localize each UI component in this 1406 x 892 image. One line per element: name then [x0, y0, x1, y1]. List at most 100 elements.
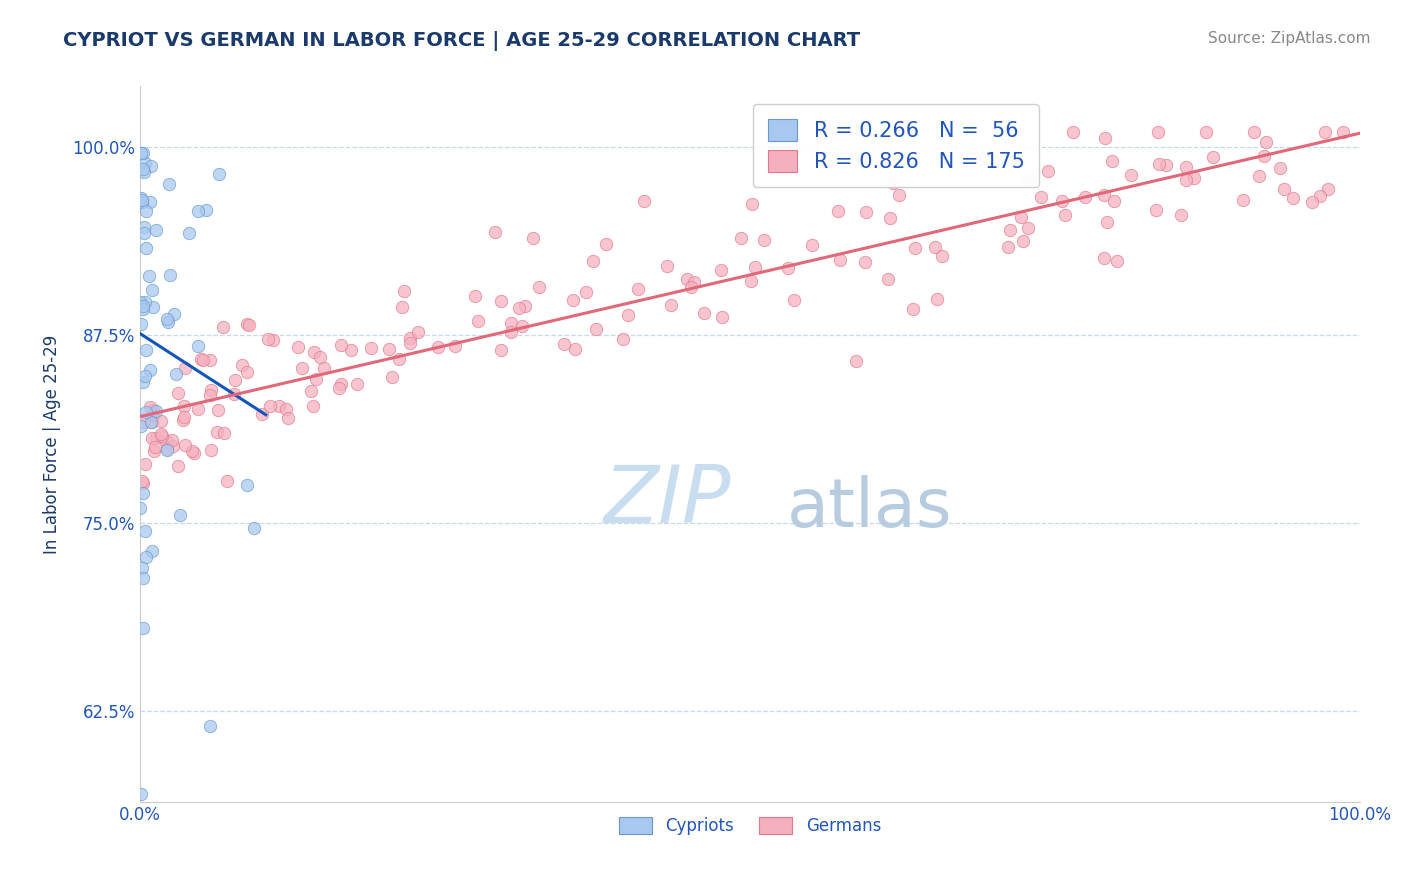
Point: [212, 319, 235, 334]
Point: [236, 365, 259, 379]
Point: [1052, 194, 1074, 209]
Point: [139, 159, 162, 173]
Point: [131, 561, 153, 575]
Point: [142, 443, 165, 458]
Point: [205, 425, 228, 439]
Point: [882, 177, 904, 191]
Point: [156, 311, 179, 326]
Point: [141, 415, 163, 429]
Point: [889, 187, 911, 202]
Point: [378, 342, 401, 356]
Point: [157, 315, 180, 329]
Point: [156, 442, 179, 456]
Point: [134, 416, 156, 430]
Point: [156, 434, 179, 448]
Point: [156, 443, 179, 458]
Point: [501, 326, 523, 340]
Point: [159, 268, 181, 282]
Point: [150, 427, 173, 442]
Point: [259, 400, 281, 414]
Point: [380, 370, 402, 384]
Point: [291, 360, 314, 375]
Point: [1201, 150, 1223, 164]
Point: [562, 293, 585, 307]
Point: [135, 241, 157, 255]
Point: [135, 405, 157, 419]
Point: [328, 381, 350, 395]
Point: [186, 402, 208, 417]
Point: [1254, 135, 1277, 149]
Point: [741, 196, 763, 211]
Point: [180, 444, 202, 458]
Point: [464, 289, 486, 303]
Point: [145, 404, 167, 418]
Point: [1094, 130, 1116, 145]
Point: [132, 302, 155, 317]
Point: [585, 322, 607, 336]
Point: [575, 285, 598, 299]
Point: [693, 306, 716, 320]
Point: [134, 165, 156, 179]
Point: [782, 293, 804, 307]
Point: [1092, 252, 1115, 266]
Point: [132, 486, 155, 500]
Point: [198, 719, 221, 733]
Point: [132, 226, 155, 240]
Point: [134, 220, 156, 235]
Point: [160, 433, 183, 447]
Point: [1174, 160, 1197, 174]
Point: [143, 441, 166, 455]
Point: [302, 399, 325, 413]
Point: [231, 358, 253, 372]
Point: [1282, 191, 1305, 205]
Point: [308, 350, 330, 364]
Point: [901, 302, 924, 317]
Point: [972, 152, 994, 166]
Point: [236, 477, 259, 491]
Point: [135, 204, 157, 219]
Point: [132, 162, 155, 177]
Point: [1062, 124, 1084, 138]
Point: [194, 202, 217, 217]
Point: [1012, 235, 1035, 249]
Point: [1092, 187, 1115, 202]
Point: [827, 204, 849, 219]
Point: [163, 307, 186, 321]
Point: [1102, 194, 1125, 208]
Point: [132, 375, 155, 389]
Point: [132, 476, 155, 491]
Point: [139, 415, 162, 429]
Point: [391, 300, 413, 314]
Point: [166, 458, 188, 473]
Point: [564, 343, 586, 357]
Point: [141, 283, 163, 297]
Point: [129, 191, 152, 205]
Point: [305, 371, 328, 385]
Point: [142, 403, 165, 417]
Point: [132, 622, 155, 636]
Point: [778, 260, 800, 275]
Point: [801, 238, 824, 252]
Point: [1000, 223, 1022, 237]
Point: [129, 145, 152, 160]
Point: [267, 399, 290, 413]
Point: [392, 284, 415, 298]
Point: [138, 269, 160, 284]
Point: [1119, 168, 1142, 182]
Point: [183, 446, 205, 460]
Point: [134, 524, 156, 538]
Point: [134, 156, 156, 170]
Point: [659, 298, 682, 312]
Point: [1247, 169, 1270, 184]
Point: [388, 351, 411, 366]
Point: [262, 333, 284, 347]
Point: [162, 439, 184, 453]
Point: [1317, 182, 1340, 196]
Point: [138, 195, 160, 210]
Point: [1175, 173, 1198, 187]
Point: [169, 508, 191, 523]
Point: [139, 363, 162, 377]
Point: [243, 521, 266, 535]
Point: [510, 319, 533, 334]
Point: [150, 429, 173, 443]
